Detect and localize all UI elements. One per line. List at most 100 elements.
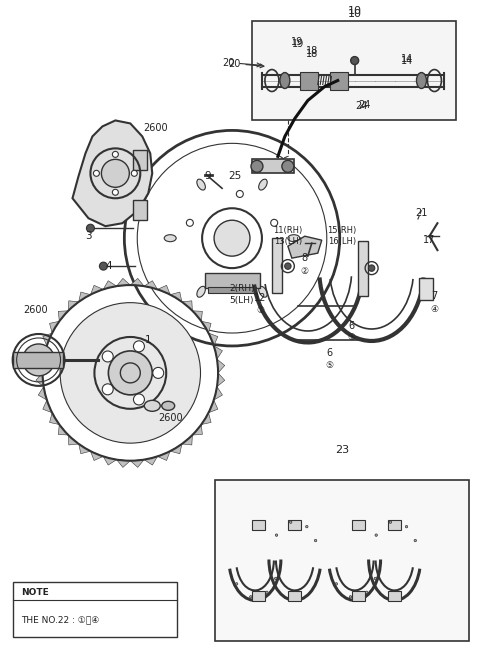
Circle shape bbox=[271, 219, 277, 226]
Text: 13(LH): 13(LH) bbox=[274, 237, 302, 246]
Text: ②: ② bbox=[301, 266, 309, 275]
Polygon shape bbox=[91, 285, 103, 295]
Text: 24: 24 bbox=[356, 102, 368, 111]
Circle shape bbox=[285, 263, 291, 270]
Bar bbox=[352, 592, 365, 601]
Polygon shape bbox=[117, 459, 130, 467]
Bar bbox=[387, 520, 400, 529]
Text: 2600: 2600 bbox=[143, 123, 168, 133]
Bar bbox=[420, 278, 433, 300]
Circle shape bbox=[282, 160, 294, 172]
Bar bbox=[300, 71, 318, 89]
Bar bbox=[12, 583, 177, 638]
Text: 6: 6 bbox=[327, 348, 333, 358]
Bar bbox=[252, 520, 265, 529]
Text: 19: 19 bbox=[291, 36, 303, 47]
Circle shape bbox=[266, 591, 268, 594]
Ellipse shape bbox=[288, 235, 300, 242]
Polygon shape bbox=[103, 456, 117, 465]
Bar bbox=[387, 592, 400, 601]
Polygon shape bbox=[68, 435, 79, 445]
Ellipse shape bbox=[417, 73, 426, 89]
Polygon shape bbox=[214, 346, 222, 359]
Text: 17: 17 bbox=[423, 235, 436, 245]
Text: 18: 18 bbox=[306, 49, 318, 58]
Circle shape bbox=[102, 384, 113, 395]
Circle shape bbox=[369, 265, 375, 272]
Polygon shape bbox=[157, 285, 170, 295]
Polygon shape bbox=[182, 301, 192, 311]
Ellipse shape bbox=[197, 179, 205, 190]
Circle shape bbox=[235, 583, 238, 585]
Circle shape bbox=[214, 220, 250, 256]
Text: 11(RH): 11(RH) bbox=[273, 226, 302, 235]
Polygon shape bbox=[58, 424, 68, 435]
Circle shape bbox=[132, 170, 137, 176]
Circle shape bbox=[108, 351, 152, 395]
Text: 16(LH): 16(LH) bbox=[328, 237, 356, 246]
Bar bbox=[330, 71, 348, 89]
Bar bbox=[252, 21, 456, 121]
Text: 25: 25 bbox=[228, 171, 241, 181]
Text: 24: 24 bbox=[359, 100, 371, 110]
Text: 23: 23 bbox=[335, 445, 349, 455]
Text: 20: 20 bbox=[228, 58, 264, 69]
Polygon shape bbox=[43, 333, 52, 346]
Ellipse shape bbox=[144, 400, 160, 411]
Polygon shape bbox=[43, 400, 52, 413]
Circle shape bbox=[94, 170, 99, 176]
Bar bbox=[358, 241, 368, 296]
Circle shape bbox=[275, 577, 277, 580]
Bar bbox=[12, 352, 62, 368]
Polygon shape bbox=[38, 346, 47, 359]
Circle shape bbox=[102, 351, 113, 362]
Polygon shape bbox=[49, 321, 60, 333]
Circle shape bbox=[289, 521, 292, 524]
Text: 8: 8 bbox=[302, 253, 308, 263]
Circle shape bbox=[101, 159, 129, 187]
Text: ⑤: ⑤ bbox=[348, 334, 356, 343]
Circle shape bbox=[153, 367, 164, 378]
Ellipse shape bbox=[259, 179, 267, 190]
Circle shape bbox=[306, 526, 308, 528]
Text: 14: 14 bbox=[401, 56, 414, 65]
Text: 5(LH): 5(LH) bbox=[230, 295, 254, 305]
Circle shape bbox=[112, 189, 119, 195]
Polygon shape bbox=[91, 451, 103, 461]
Polygon shape bbox=[217, 373, 225, 387]
Circle shape bbox=[405, 526, 408, 528]
Polygon shape bbox=[201, 413, 211, 424]
Polygon shape bbox=[38, 387, 47, 400]
Circle shape bbox=[251, 160, 263, 172]
Polygon shape bbox=[130, 279, 144, 286]
Polygon shape bbox=[79, 444, 91, 454]
Polygon shape bbox=[201, 321, 211, 333]
Bar bbox=[252, 592, 265, 601]
Text: ⑤: ⑤ bbox=[325, 362, 334, 371]
Bar bbox=[252, 159, 294, 173]
Bar bbox=[215, 480, 469, 642]
Text: 7: 7 bbox=[432, 291, 438, 301]
Text: 3: 3 bbox=[85, 231, 92, 241]
Circle shape bbox=[314, 539, 317, 542]
Text: 4: 4 bbox=[105, 261, 112, 271]
Polygon shape bbox=[49, 413, 60, 424]
Circle shape bbox=[112, 152, 119, 157]
Bar bbox=[208, 287, 256, 293]
Polygon shape bbox=[170, 444, 182, 454]
Circle shape bbox=[375, 534, 377, 537]
Circle shape bbox=[414, 539, 417, 542]
Text: 2600: 2600 bbox=[158, 413, 182, 422]
Ellipse shape bbox=[197, 286, 205, 297]
Polygon shape bbox=[58, 311, 68, 321]
Circle shape bbox=[250, 596, 252, 598]
Text: NOTE: NOTE bbox=[21, 588, 48, 597]
Polygon shape bbox=[103, 281, 117, 290]
Text: 20: 20 bbox=[222, 58, 261, 67]
Circle shape bbox=[335, 583, 337, 585]
Circle shape bbox=[23, 344, 55, 376]
Text: 14: 14 bbox=[401, 54, 414, 64]
Bar bbox=[288, 520, 301, 529]
Circle shape bbox=[389, 521, 392, 524]
Circle shape bbox=[86, 224, 95, 232]
